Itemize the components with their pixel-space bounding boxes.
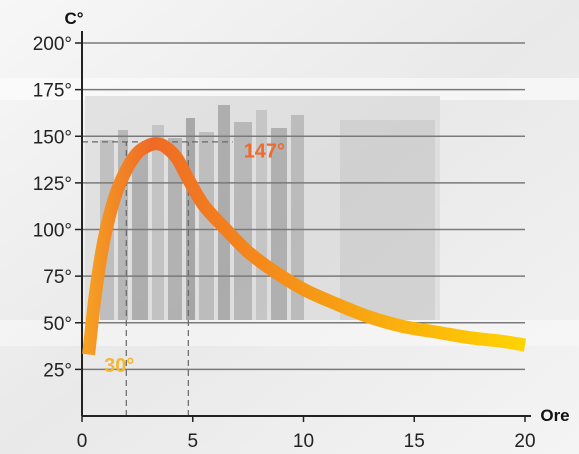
y-tick-label: 150° [33, 127, 72, 148]
x-tick-label: 5 [187, 431, 198, 452]
y-tick-label: 75° [43, 267, 72, 288]
x-tick-label: 20 [514, 431, 535, 452]
axes: C° Ore [64, 9, 569, 425]
y-tick-label: 125° [33, 174, 72, 195]
y-tick-label: 25° [43, 360, 72, 381]
y-tick-label: 100° [33, 221, 72, 242]
annotation-label: 147° [244, 141, 285, 163]
x-tick-label: 10 [293, 431, 314, 452]
temperature-line [82, 137, 527, 356]
y-axis-title: C° [64, 9, 83, 28]
tick-labels: 25° 50° 75° 100° 125° 150° 175° 200° 0 5 10 15 20 [33, 34, 536, 452]
x-tick-label: 0 [77, 431, 88, 452]
y-tick-label: 175° [33, 81, 72, 102]
x-tick-label: 15 [404, 431, 425, 452]
annotation-label: 30° [104, 355, 134, 377]
background-photo [0, 78, 579, 346]
y-tick-label: 50° [43, 314, 72, 335]
gridlines [75, 42, 526, 422]
series-curve [82, 137, 527, 356]
annotations: 30° 147° [104, 141, 285, 377]
x-axis-title: Ore [540, 406, 569, 425]
y-tick-label: 200° [33, 34, 72, 55]
